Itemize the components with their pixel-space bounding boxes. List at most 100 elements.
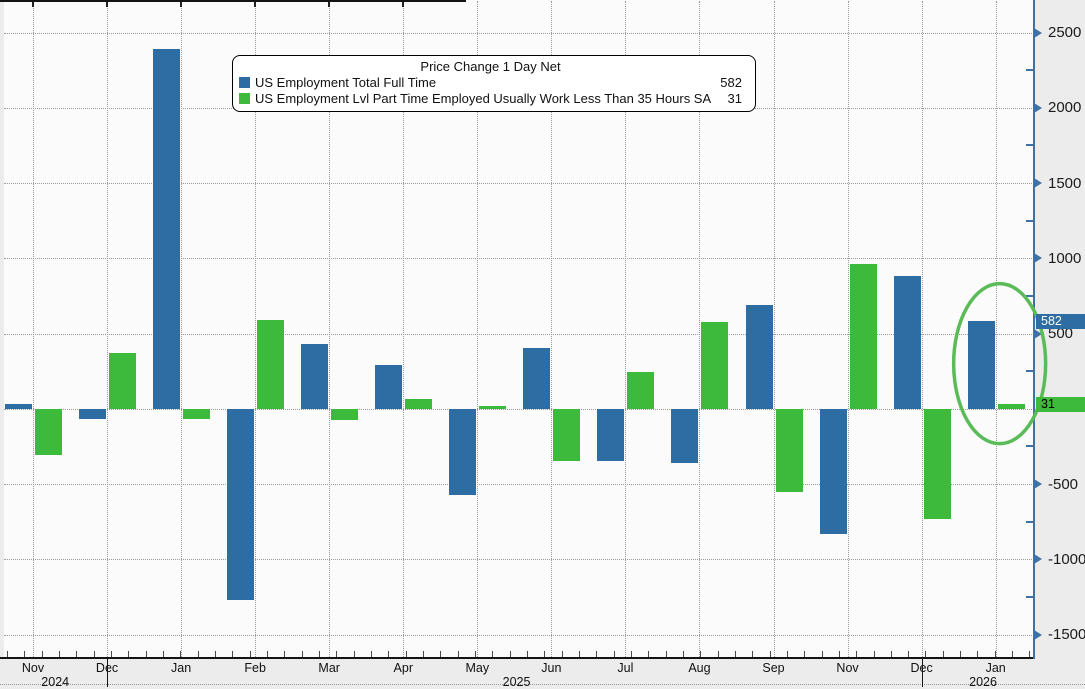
- x-axis-minor-tick: [492, 651, 494, 657]
- y-axis-tick-arrow: [1034, 629, 1042, 640]
- gridline-horizontal: [4, 333, 1034, 335]
- x-axis-month-label: Jan: [171, 661, 192, 675]
- x-axis-line: [0, 657, 1035, 659]
- x-axis-minor-tick: [110, 651, 112, 657]
- legend-item-label: US Employment Lvl Part Time Employed Usu…: [255, 90, 712, 106]
- bar-full-time-may-2025: [449, 408, 477, 496]
- y-axis-tick-label: -500: [1048, 475, 1079, 493]
- bar-part-time-jun-2025: [553, 408, 581, 461]
- gridline-vertical: [403, 1, 405, 657]
- x-axis-minor-tick: [180, 651, 182, 657]
- x-axis-minor-tick: [804, 651, 806, 657]
- x-axis-minor-tick: [370, 651, 372, 657]
- top-axis-tick: [106, 2, 109, 7]
- x-axis-month-label: Jul: [617, 661, 634, 675]
- x-axis-minor-tick: [388, 651, 390, 657]
- x-axis-year-label: 2024: [41, 675, 70, 689]
- y-axis-tick-arrow: [1034, 27, 1042, 38]
- y-axis-tick-label: -1000: [1048, 550, 1085, 568]
- y-axis-minor-tick: [1026, 144, 1035, 147]
- bar-part-time-mar-2025: [331, 408, 359, 421]
- bar-full-time-dec-2025: [893, 276, 921, 409]
- bar-full-time-mar-2025: [301, 344, 329, 409]
- x-axis-minor-tick: [630, 651, 632, 657]
- x-axis-month-label: Nov: [836, 661, 859, 675]
- x-axis-minor-tick: [1012, 651, 1014, 657]
- x-axis-minor-tick: [752, 651, 754, 657]
- gridline-vertical: [33, 1, 34, 657]
- x-axis-minor-tick: [509, 651, 511, 657]
- x-axis-minor-tick: [284, 651, 286, 657]
- y-axis-tick-label: 1000: [1048, 249, 1082, 267]
- last-value-badge-582: 582: [1036, 313, 1085, 329]
- x-axis-minor-tick: [440, 651, 442, 657]
- x-axis-minor-tick: [24, 651, 26, 657]
- x-axis-minor-tick: [908, 651, 910, 657]
- top-axis-tick: [328, 2, 331, 7]
- y-axis-minor-tick: [1026, 520, 1035, 523]
- x-axis-month-label: Apr: [393, 661, 413, 675]
- bar-full-time-feb-2025: [227, 408, 255, 600]
- x-axis-minor-tick: [977, 651, 979, 657]
- y-axis-tick-label: 2500: [1048, 24, 1082, 42]
- x-axis-minor-tick: [266, 651, 268, 657]
- bar-part-time-dec-2025: [923, 408, 951, 520]
- y-axis-tick-label: 500: [1048, 325, 1074, 343]
- x-axis-minor-tick: [613, 651, 615, 657]
- top-axis-tick: [402, 2, 405, 7]
- bar-part-time-jul-2025: [627, 371, 655, 409]
- x-axis-minor-tick: [76, 651, 78, 657]
- x-axis-minor-tick: [41, 651, 43, 657]
- x-axis-minor-tick: [58, 651, 60, 657]
- gridline-vertical: [107, 1, 109, 657]
- x-axis-month-label: Sep: [762, 661, 785, 675]
- gridline-vertical: [329, 1, 331, 657]
- gridline-vertical: [477, 1, 479, 657]
- y-axis-minor-tick: [1026, 69, 1035, 72]
- bar-full-time-apr-2025: [375, 365, 403, 409]
- bar-part-time-apr-2025: [405, 399, 433, 409]
- gridline-horizontal: [4, 258, 1034, 260]
- bar-full-time-nov-2025: [819, 408, 847, 534]
- x-axis-minor-tick: [890, 651, 892, 657]
- x-axis-minor-tick: [665, 651, 667, 657]
- x-axis-year-label: 2025: [502, 675, 531, 689]
- y-axis-tick-arrow: [1034, 479, 1042, 490]
- y-axis-tick-label: 2000: [1048, 99, 1082, 117]
- x-axis-minor-tick: [838, 651, 840, 657]
- gridline-vertical: [847, 1, 849, 657]
- gridline-vertical: [255, 1, 257, 657]
- x-axis-minor-tick: [128, 651, 130, 657]
- x-axis-minor-tick: [734, 651, 736, 657]
- top-axis-tick: [32, 2, 34, 7]
- x-axis-minor-tick: [942, 651, 944, 657]
- legend-box[interactable]: Price Change 1 Day Net US Employment Tot…: [232, 55, 756, 112]
- bar-full-time-aug-2025: [671, 408, 699, 463]
- x-axis-month-label: Aug: [688, 661, 711, 675]
- x-axis-minor-tick: [769, 651, 771, 657]
- x-axis-minor-tick: [214, 651, 216, 657]
- x-axis-month-label: Nov: [21, 661, 45, 675]
- x-axis-minor-tick: [353, 651, 355, 657]
- x-axis-minor-tick: [318, 651, 320, 657]
- gridline-horizontal: [4, 32, 1034, 34]
- legend-rows: US Employment Total Full Time 582 US Emplo…: [239, 75, 742, 106]
- top-axis-tick: [180, 2, 183, 7]
- y-axis-tick-label: -1500: [1048, 626, 1085, 644]
- x-axis-minor-tick: [526, 651, 528, 657]
- bar-full-time-dec-2024: [79, 408, 107, 419]
- top-axis-tick: [254, 2, 257, 7]
- y-axis-minor-tick: [1026, 294, 1035, 297]
- bar-full-time-sep-2025: [745, 304, 773, 409]
- gridline-horizontal: [4, 634, 1034, 636]
- legend-item-0: US Employment Total Full Time 582: [239, 75, 742, 91]
- gridline-vertical: [921, 1, 923, 657]
- x-axis-month-label: Feb: [244, 661, 266, 675]
- x-axis-minor-tick: [93, 651, 95, 657]
- x-axis-minor-tick: [232, 651, 234, 657]
- x-axis-minor-tick: [648, 651, 650, 657]
- x-axis-minor-tick: [700, 651, 702, 657]
- x-axis-minor-tick: [596, 651, 598, 657]
- last-value-badge-31: 31: [1036, 396, 1085, 412]
